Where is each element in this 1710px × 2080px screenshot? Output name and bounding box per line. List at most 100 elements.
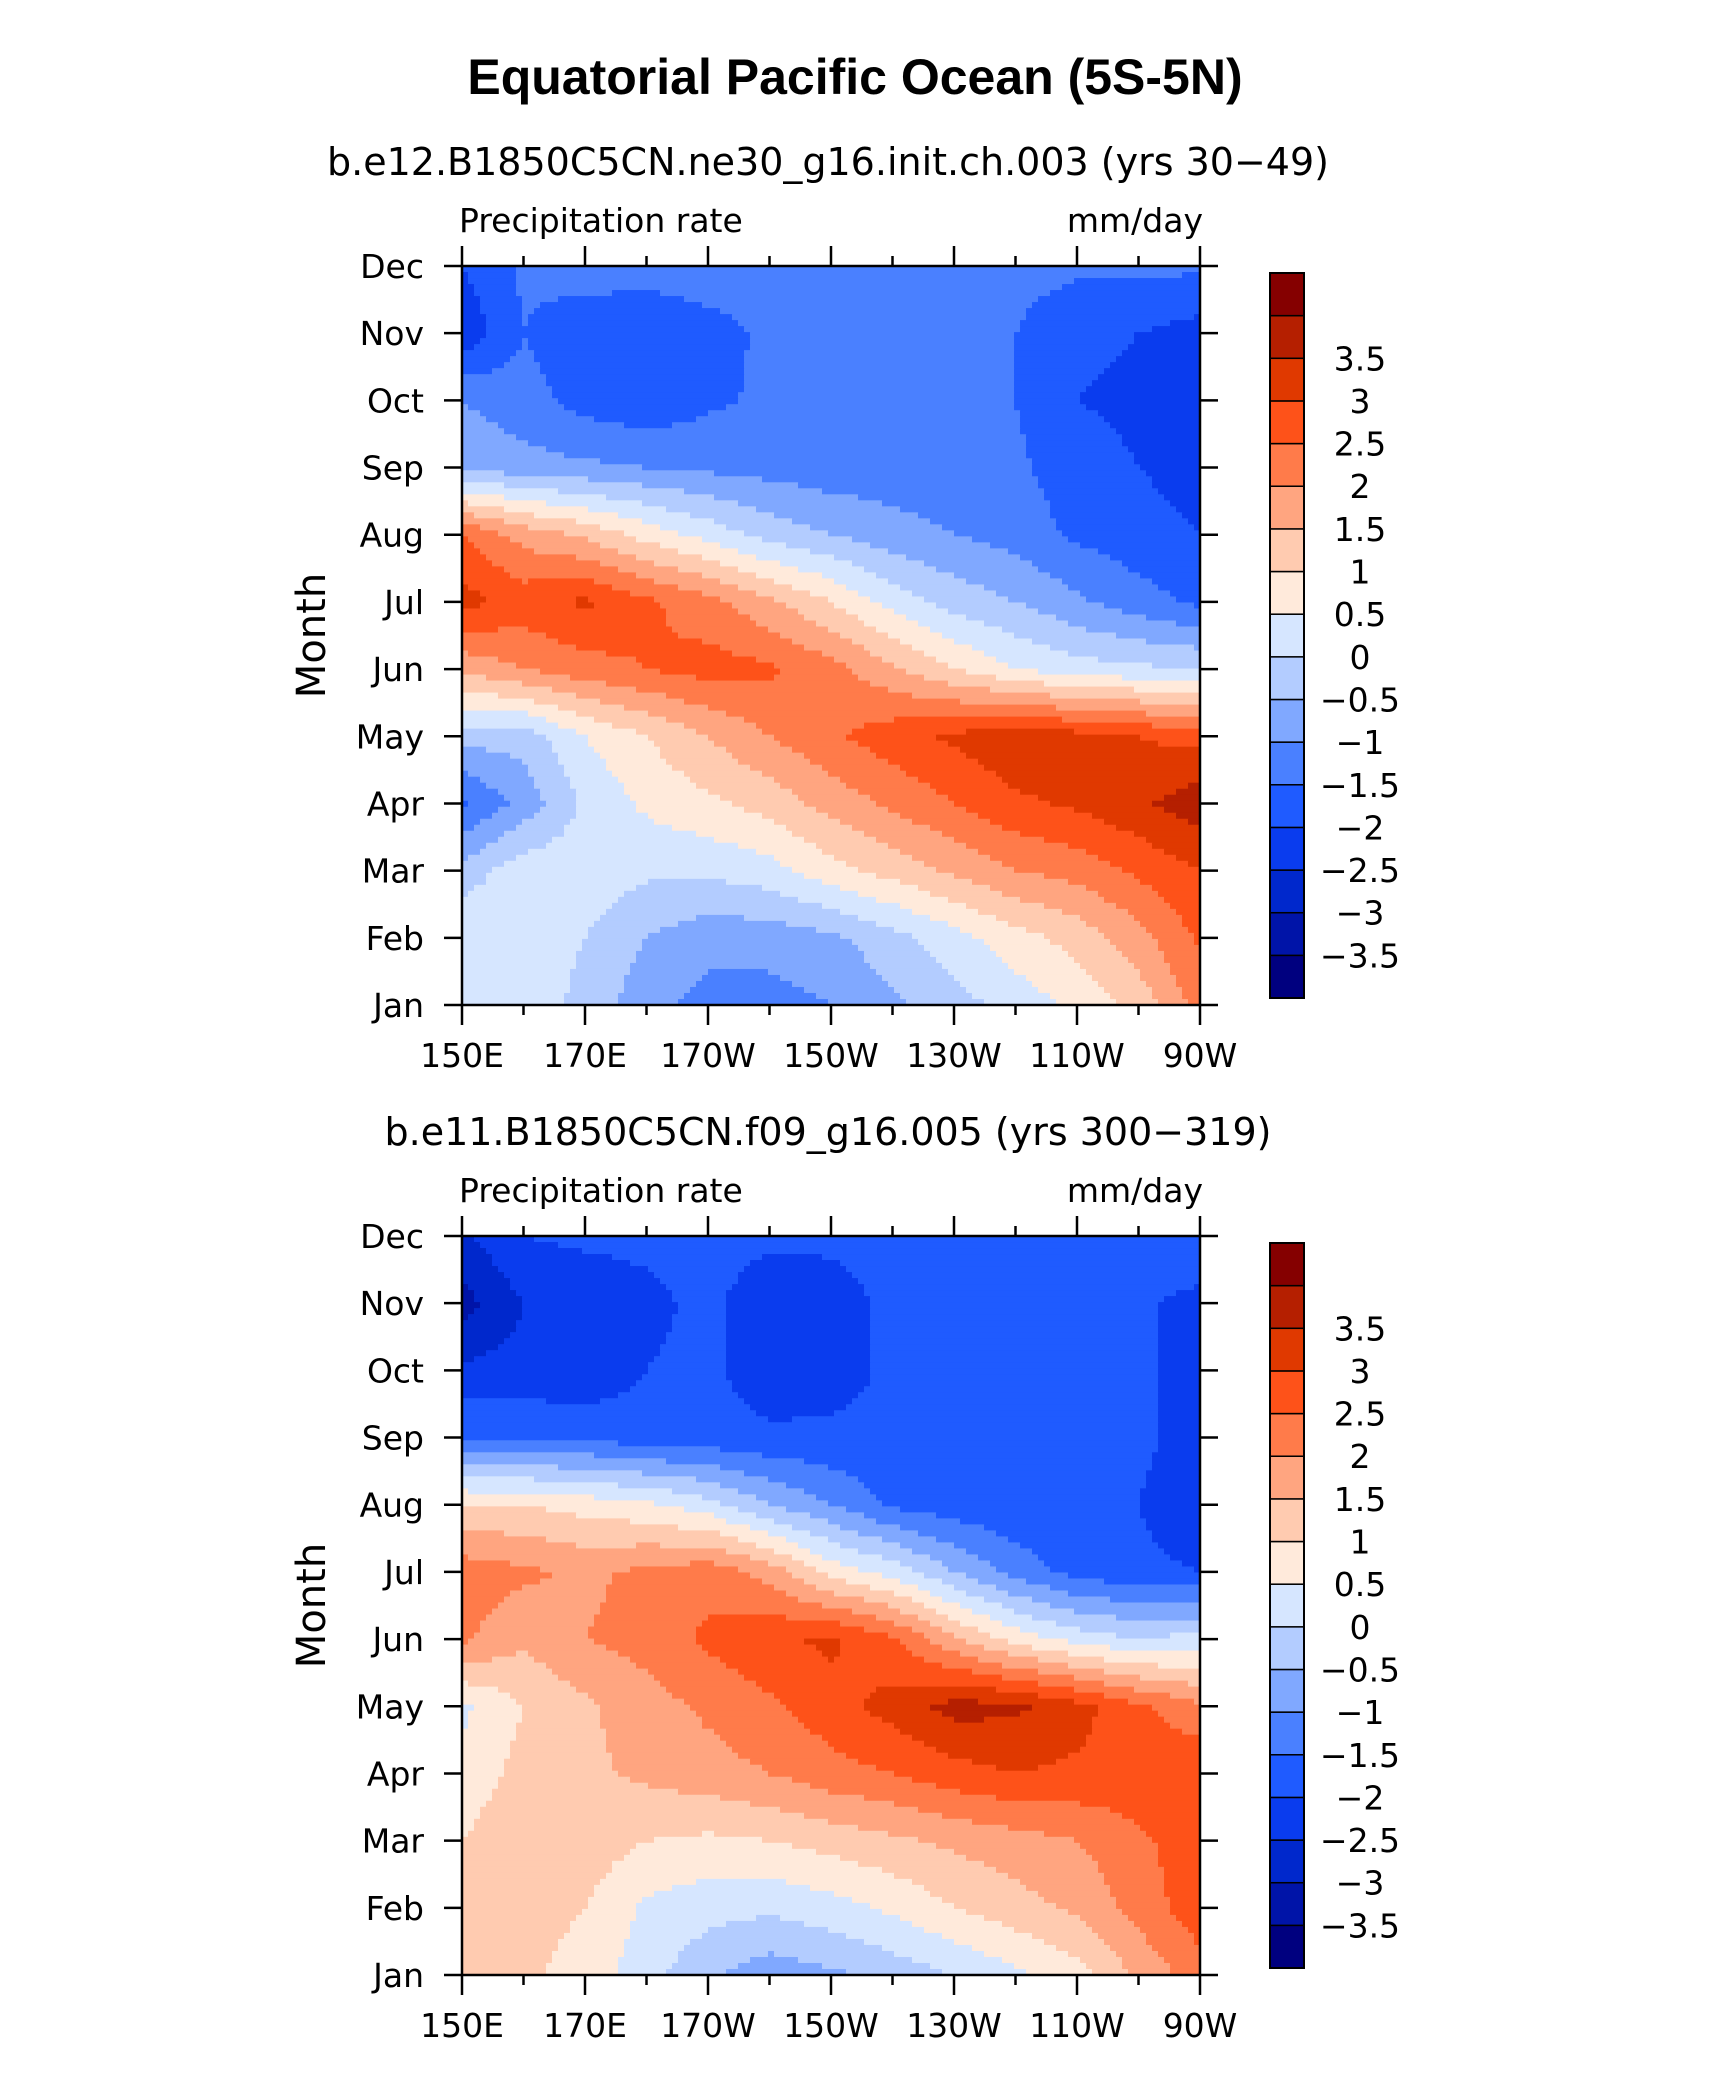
- heatmap-cell: [720, 1446, 1159, 1453]
- heatmap-cell: [1038, 1692, 1105, 1700]
- heatmap-cell: [756, 1512, 811, 1519]
- colorbar-label: 0: [1350, 638, 1371, 677]
- heatmap-cell: [1152, 578, 1201, 586]
- heatmap-cell: [486, 416, 595, 423]
- heatmap-cell: [1140, 1926, 1189, 1934]
- heatmap-cell: [840, 1644, 907, 1652]
- heatmap-cell: [1068, 620, 1177, 628]
- heatmap-cell: [570, 782, 625, 790]
- heatmap-cell: [462, 860, 505, 868]
- heatmap-cell: [966, 902, 1045, 910]
- heatmap-cell: [462, 974, 571, 982]
- heatmap-cell: [912, 1626, 943, 1634]
- heatmap-cell: [918, 1614, 949, 1622]
- heatmap-cell: [966, 842, 1069, 850]
- heatmap-cell: [552, 1956, 619, 1964]
- colorbar-label: −3: [1336, 894, 1385, 933]
- heatmap-cell: [1092, 974, 1141, 982]
- heatmap-cell: [588, 1692, 673, 1700]
- heatmap-cell: [1050, 572, 1141, 580]
- heatmap-cell: [462, 1314, 469, 1321]
- heatmap-cell: [696, 1476, 769, 1483]
- heatmap-cell: [954, 836, 1045, 844]
- heatmap-cell: [768, 1770, 895, 1778]
- heatmap-cell: [1110, 1944, 1153, 1952]
- heatmap-cell: [648, 1668, 739, 1676]
- heatmap-cell: [474, 542, 523, 549]
- heatmap-cell: [912, 1566, 949, 1574]
- heatmap-cell: [504, 1770, 619, 1778]
- heatmap-cell: [1164, 1866, 1201, 1874]
- heatmap-cell: [462, 932, 589, 940]
- heatmap-cell: [1140, 1506, 1201, 1513]
- heatmap-cell: [660, 290, 1051, 297]
- heatmap-cell: [714, 494, 859, 501]
- heatmap-cell: [918, 776, 1003, 784]
- heatmap-cell: [462, 1254, 493, 1261]
- heatmap-cell: [654, 1356, 727, 1363]
- heatmap-cell: [468, 770, 529, 778]
- heatmap-cell: [924, 1926, 1015, 1934]
- heatmap-cell: [900, 902, 967, 910]
- heatmap-cell: [1146, 614, 1201, 622]
- heatmap-cell: [504, 1530, 721, 1538]
- heatmap-cell: [666, 1284, 733, 1291]
- heatmap-cell: [1014, 350, 1123, 357]
- heatmap-cell: [774, 776, 841, 784]
- heatmap-cell: [720, 1794, 865, 1802]
- heatmap-cell: [888, 758, 979, 766]
- heatmap-cell: [498, 1602, 601, 1610]
- heatmap-cell: [552, 686, 637, 694]
- heatmap-cell: [474, 290, 517, 297]
- heatmap-cell: [660, 1344, 727, 1351]
- heatmap-cell: [1044, 872, 1135, 880]
- heatmap-cell: [1104, 896, 1165, 904]
- panel-2: b.e11.B1850C5CN.f09_g16.005 (yrs 300−319…: [289, 1110, 1400, 2045]
- heatmap-cell: [462, 1620, 481, 1628]
- heatmap-cell: [822, 1254, 1201, 1261]
- heatmap-cell: [462, 536, 469, 543]
- heatmap-cell: [480, 818, 523, 826]
- heatmap-cell: [1158, 1380, 1201, 1387]
- heatmap-cell: [1128, 908, 1177, 916]
- heatmap-cell: [714, 470, 1033, 477]
- heatmap-cell: [462, 956, 577, 964]
- heatmap-cell: [462, 1812, 481, 1820]
- heatmap-cell: [1086, 968, 1141, 976]
- heatmap-cell: [960, 1650, 1009, 1658]
- heatmap-cell: [762, 476, 1039, 483]
- heatmap-cell: [846, 584, 901, 592]
- heatmap-cell: [642, 518, 715, 525]
- heatmap-cell: [768, 1950, 775, 1958]
- heatmap-cell: [1014, 632, 1117, 640]
- heatmap-cell: [462, 374, 547, 381]
- heatmap-cell: [522, 308, 535, 315]
- heatmap-cell: [534, 350, 745, 357]
- heatmap-cell: [462, 1614, 487, 1622]
- heatmap-cell: [1092, 1854, 1159, 1862]
- heatmap-cell: [462, 962, 577, 970]
- heatmap-cell: [708, 704, 1057, 712]
- heatmap-cell: [858, 1824, 1009, 1832]
- heatmap-cell: [636, 572, 703, 580]
- heatmap-cell: [888, 1830, 1045, 1838]
- heatmap-cell: [462, 764, 529, 772]
- heatmap-cell: [942, 1662, 1003, 1670]
- heatmap-cell: [516, 284, 1063, 291]
- heatmap-cell: [528, 524, 601, 531]
- heatmap-cell: [588, 1632, 697, 1640]
- heatmap-cell: [894, 662, 949, 670]
- heatmap-cell: [1068, 1752, 1201, 1760]
- heatmap-cell: [798, 1596, 865, 1604]
- heatmap-cell: [462, 950, 577, 958]
- heatmap-cell: [750, 332, 1015, 339]
- colorbar-label: −2.5: [1320, 851, 1400, 890]
- heatmap-cell: [516, 290, 613, 297]
- heatmap-cell: [786, 1482, 865, 1489]
- heatmap-cell: [480, 302, 523, 309]
- heatmap-cell: [978, 1626, 1021, 1634]
- heatmap-cell: [1122, 434, 1201, 441]
- heatmap-cell: [462, 596, 487, 604]
- heatmap-cell: [750, 614, 805, 622]
- heatmap-cell: [984, 1596, 1033, 1604]
